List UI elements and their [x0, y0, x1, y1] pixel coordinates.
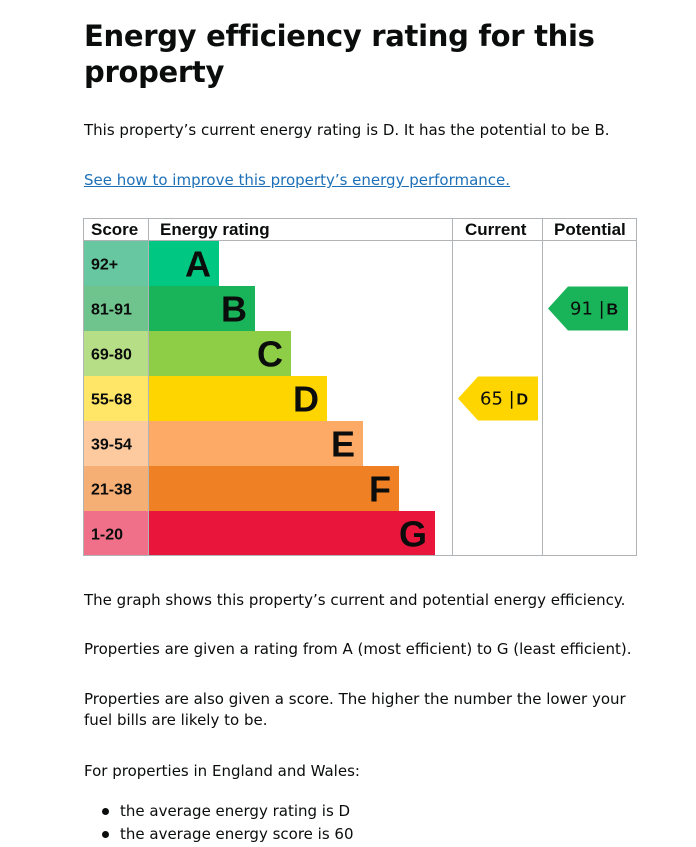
score-label-c: 69-80: [91, 347, 132, 364]
current-rating-letter: D: [516, 392, 528, 409]
region-heading: For properties in England and Wales:: [84, 762, 360, 780]
header-divider: [84, 240, 636, 241]
rating-explanation: Properties are given a rating from A (mo…: [84, 640, 632, 658]
score-cell-d: [84, 376, 148, 421]
header-energy-rating: Energy rating: [160, 220, 270, 239]
score-label-b: 81-91: [91, 302, 132, 319]
score-cell-f: [84, 466, 148, 511]
improve-performance-link[interactable]: See how to improve this property’s energ…: [84, 171, 511, 189]
band-bar-c: [149, 331, 291, 376]
score-cell-a: [84, 241, 148, 286]
score-cell-e: [84, 421, 148, 466]
header-potential: Potential: [554, 220, 626, 239]
band-letter-c: C: [257, 334, 283, 375]
current-rating-summary: This property’s current energy rating is…: [84, 121, 610, 139]
score-explanation: Properties are also given a score. The h…: [84, 690, 626, 729]
energy-rating-chart: Score Energy rating Current Potential 92…: [83, 218, 637, 556]
graph-explanation: The graph shows this property’s current …: [84, 591, 626, 609]
band-bar-a: [149, 241, 219, 286]
averages-list: the average energy rating is D the avera…: [84, 800, 354, 846]
score-cell-c: [84, 331, 148, 376]
average-score-item: the average energy score is 60: [102, 823, 354, 846]
band-bar-d: [149, 376, 327, 421]
header-current: Current: [465, 220, 527, 239]
band-letter-b: B: [221, 289, 247, 330]
band-letter-d: D: [293, 379, 319, 420]
band-bar-f: [149, 466, 399, 511]
potential-rating-letter: B: [606, 302, 618, 319]
score-label-d: 55-68: [91, 392, 132, 409]
column-divider-score: [148, 219, 149, 555]
column-divider-current: [542, 219, 543, 555]
potential-rating-arrow: [548, 286, 628, 331]
score-label-g: 1-20: [91, 527, 123, 544]
average-rating-item: the average energy rating is D: [102, 800, 354, 823]
current-rating-arrow: [458, 376, 538, 421]
band-letter-f: F: [369, 469, 391, 510]
score-cell-b: [84, 286, 148, 331]
header-score: Score: [91, 220, 139, 239]
band-letter-g: G: [399, 514, 427, 555]
band-bar-e: [149, 421, 363, 466]
band-bar-b: [149, 286, 255, 331]
potential-rating-score: 91 |: [570, 299, 605, 320]
current-rating-score: 65 |: [480, 389, 515, 410]
band-letter-a: A: [185, 244, 211, 285]
band-bar-g: [149, 511, 435, 555]
band-letter-e: E: [331, 424, 355, 465]
page-title: Energy efficiency rating for this proper…: [84, 19, 595, 89]
column-divider-rating: [452, 219, 453, 555]
score-label-a: 92+: [91, 257, 118, 274]
score-label-f: 21-38: [91, 482, 132, 499]
score-label-e: 39-54: [91, 437, 132, 454]
score-cell-g: [84, 511, 148, 555]
rating-bars: 92+ A 81-91 B 69-80 C 55-68 D 39-54 E 21-38 F 1-20 G 6…: [84, 241, 628, 555]
